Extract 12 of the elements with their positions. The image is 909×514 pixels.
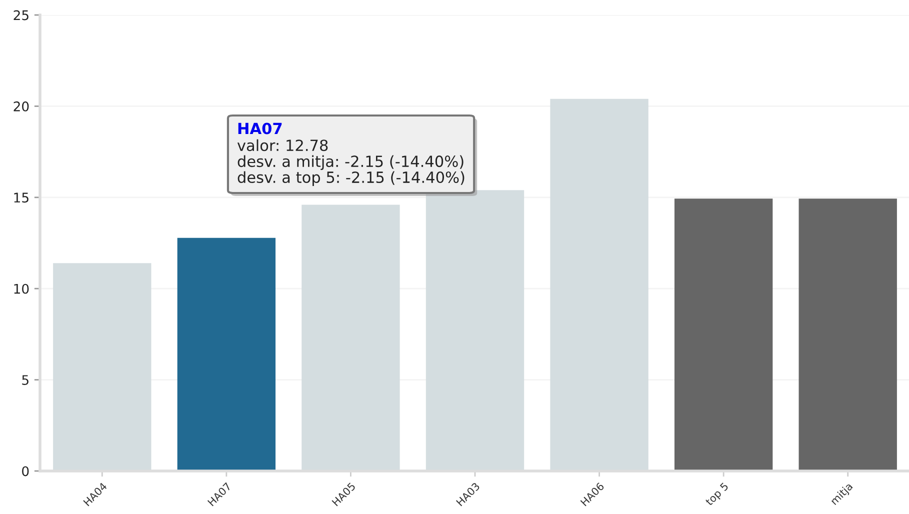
annotation: valor: 12.78 desv. a mitja: -2.15 (-14.40%) desv. a top 5: -2.15 (-14.40%)	[237, 139, 464, 186]
y-tick-label: 15	[14, 192, 28, 203]
y-tick-label: 5	[22, 375, 28, 385]
bar	[674, 198, 773, 471]
y-tick-label: 20	[14, 101, 29, 112]
bar	[798, 198, 897, 471]
y-tick-label: 10	[14, 284, 29, 294]
y-tick-label: 0	[22, 466, 29, 476]
x-tick-label: top 5	[704, 482, 730, 508]
y-tick-label: 25	[14, 10, 28, 20]
bar	[177, 238, 276, 471]
annotation: HA07	[238, 122, 282, 134]
